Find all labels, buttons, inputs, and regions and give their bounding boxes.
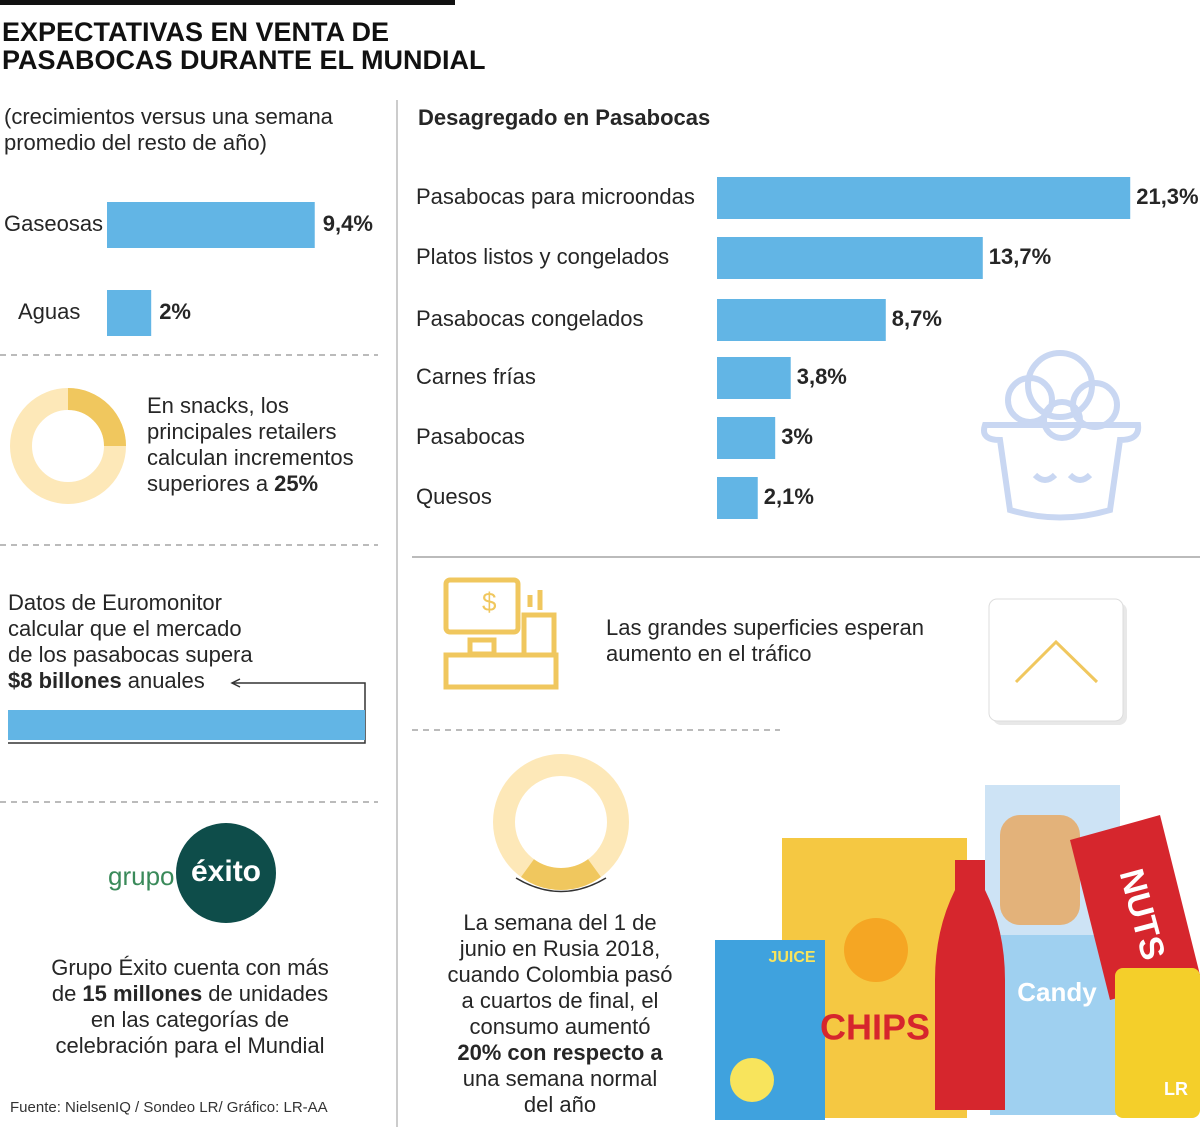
donut-text: En snacks, los <box>147 393 289 418</box>
value-label: 13,7% <box>989 244 1051 269</box>
illustration-shape <box>844 918 908 982</box>
bar <box>717 417 776 459</box>
donut-track <box>493 754 629 890</box>
donut-text: del año <box>524 1092 596 1117</box>
value-label: 3% <box>781 424 813 449</box>
donut-text: cuando Colombia pasó <box>447 962 672 987</box>
value-label: 21,3% <box>1136 184 1198 209</box>
donut-text: consumo aumentó <box>470 1014 651 1039</box>
category-label: Platos listos y congelados <box>416 244 669 269</box>
donut-text: con respecto a <box>507 1040 663 1065</box>
bar <box>107 202 315 248</box>
donut-text: una semana normal <box>463 1066 657 1091</box>
dividers <box>0 354 780 803</box>
value-label: 8,7% <box>892 306 942 331</box>
market-bar <box>8 710 365 740</box>
donut-text: La semana del 1 de <box>463 910 656 935</box>
highlight: 15 millones <box>82 981 202 1006</box>
donut-text: principales retailers <box>147 419 337 444</box>
donut-text: junio en Rusia 2018, <box>459 936 661 961</box>
illustration-label: CHIPS <box>820 1007 930 1048</box>
body-text: Datos de Euromonitor <box>8 590 222 615</box>
illustration-shape <box>1115 968 1200 1118</box>
illustration-shape <box>935 860 1005 1110</box>
bar <box>717 237 983 279</box>
body-text: Grupo Éxito cuenta con más <box>51 955 329 980</box>
illustration-shape <box>1070 815 1200 1000</box>
chart-title: Desagregado en Pasabocas <box>418 105 710 130</box>
donut-segment <box>67 388 126 447</box>
donut-text: calculan incrementos <box>147 445 354 470</box>
category-label: Pasabocas <box>416 424 525 449</box>
category-label: Quesos <box>416 484 492 509</box>
donut-text: 20% con respecto a <box>457 1040 663 1065</box>
logo-circle <box>176 823 276 923</box>
value-label: 2% <box>159 299 191 324</box>
value-label: 9,4% <box>323 211 373 236</box>
body-text: celebración para el Mundial <box>55 1033 324 1058</box>
illustration-shape <box>730 1058 774 1102</box>
illustration-shape <box>990 935 1120 1115</box>
bar <box>717 177 1131 219</box>
body-text: anuales <box>128 668 205 693</box>
register-icon: $ <box>443 577 559 690</box>
body-text: Las grandes superficies esperan <box>606 615 924 640</box>
body-text: aumento en el tráfico <box>606 641 811 666</box>
illustration-label: Candy <box>1017 977 1097 1007</box>
donut-text: a cuartos de final, el <box>462 988 659 1013</box>
title: EXPECTATIVAS EN VENTA DE <box>2 17 389 47</box>
arrow-card <box>988 598 1127 725</box>
bar <box>107 290 152 336</box>
category-label: Gaseosas <box>4 211 103 236</box>
donut-segment <box>521 858 601 890</box>
value-label: 2,1% <box>764 484 814 509</box>
value-label: 25% <box>274 471 318 496</box>
logo-prefix: grupo <box>108 861 175 891</box>
category-label: Aguas <box>18 299 80 324</box>
body-text: en las categorías de <box>91 1007 289 1032</box>
illustration-label: JUICE <box>768 949 815 966</box>
body-text: de los pasabocas supera <box>8 642 253 667</box>
donut-bracket <box>515 877 607 893</box>
illustration-label: LR <box>1164 1079 1188 1099</box>
illustration-shape <box>1000 815 1080 925</box>
top-rule <box>0 0 455 5</box>
bar <box>717 299 886 341</box>
donut-text: superiores a 25% <box>147 471 318 496</box>
subtitle: (crecimientos versus una semana <box>4 104 334 129</box>
footer-source: Fuente: NielsenIQ / Sondeo LR/ Gráfico: … <box>10 1099 328 1116</box>
body-text: calcular que el mercado <box>8 616 242 641</box>
highlight: $8 billones anuales <box>8 668 205 693</box>
bar <box>717 357 791 399</box>
body-text: de 15 millones de unidades <box>52 981 328 1006</box>
bar <box>717 477 758 519</box>
dollar-symbol: $ <box>482 587 497 617</box>
title: PASABOCAS DURANTE EL MUNDIAL <box>2 45 486 75</box>
snack-icon <box>981 350 1142 521</box>
category-label: Carnes frías <box>416 364 536 389</box>
illustration-shape <box>715 940 825 1120</box>
value-label: 3,8% <box>797 364 847 389</box>
category-label: Pasabocas para microondas <box>416 184 695 209</box>
logo: éxito <box>191 855 261 888</box>
category-label: Pasabocas congelados <box>416 306 644 331</box>
body-text: de unidades <box>208 981 328 1006</box>
subtitle: promedio del resto de año) <box>4 130 267 155</box>
